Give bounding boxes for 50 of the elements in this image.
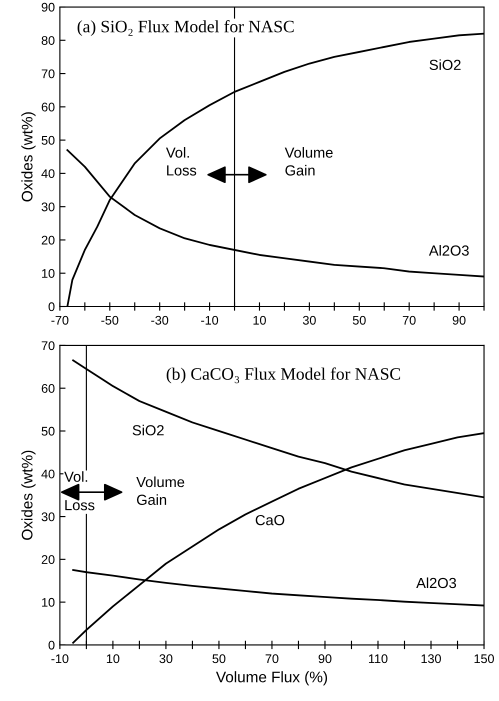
series-label: SiO2 [430, 59, 461, 70]
series-label: SiO2 [132, 424, 164, 436]
series-label: Al2O3 [416, 577, 456, 588]
y-tick-label: 0 [48, 640, 55, 650]
text: Vol. Loss [64, 471, 94, 510]
x-tick-label: 150 [474, 654, 494, 664]
y-tick-label: 70 [42, 341, 55, 350]
x-tick-label: 70 [266, 654, 278, 664]
y-tick-label: 30 [42, 512, 55, 522]
y-tick-label: 40 [41, 470, 55, 478]
x-tick-label: -50 [101, 316, 118, 325]
x-axis-title: Volume Flux (%) [216, 671, 328, 686]
y-tick-label: 10 [42, 598, 55, 607]
y-tick-label: 70 [42, 69, 55, 78]
x-tick-label: 10 [253, 316, 266, 325]
y-tick-label: 40 [41, 169, 55, 178]
y-tick-label: 20 [42, 555, 55, 564]
y-tick-label: 50 [42, 426, 55, 436]
y-tick-label: 60 [42, 102, 55, 112]
y-tick-label: 10 [42, 269, 55, 278]
series-label: Al2O3 [428, 245, 469, 256]
y-tick-label: 50 [42, 136, 55, 145]
x-tick-label: 90 [452, 316, 466, 325]
x-tick-label: -30 [151, 316, 168, 325]
y-tick-label: 0 [48, 302, 55, 312]
x-tick-label: -10 [51, 654, 68, 664]
x-tick-label: 50 [212, 654, 226, 664]
y-tick-label: 20 [42, 236, 55, 245]
y-tick-label: 30 [42, 202, 55, 212]
x-tick-label: -10 [201, 316, 218, 325]
x-tick-label: 30 [302, 316, 316, 325]
y-axis-title: Oxides (wt%) [21, 112, 36, 202]
x-tick-label: -70 [51, 316, 68, 325]
x-tick-label: 30 [159, 654, 172, 664]
y-tick-label: 60 [42, 384, 55, 393]
x-tick-label: 10 [106, 654, 120, 664]
text: (b) CaCO₃ Flux Model for NASC [166, 367, 400, 384]
x-tick-label: 130 [422, 654, 441, 664]
annotation: Vol. Loss [166, 147, 196, 176]
x-tick-label: 110 [368, 654, 388, 664]
text: (a) SiO₂ Flux Model for NASC [78, 20, 294, 36]
y-tick-label: 90 [42, 2, 55, 12]
y-axis-title: Oxides (wt%) [21, 450, 36, 540]
x-tick-label: 70 [402, 316, 416, 325]
x-tick-label: 50 [352, 316, 366, 325]
y-tick-label: 80 [42, 36, 55, 45]
x-tick-label: 90 [318, 654, 332, 664]
annotation: Volume Gain [284, 147, 333, 176]
annotation: Volume Gain [136, 476, 184, 506]
series-label: CaO [256, 514, 284, 526]
